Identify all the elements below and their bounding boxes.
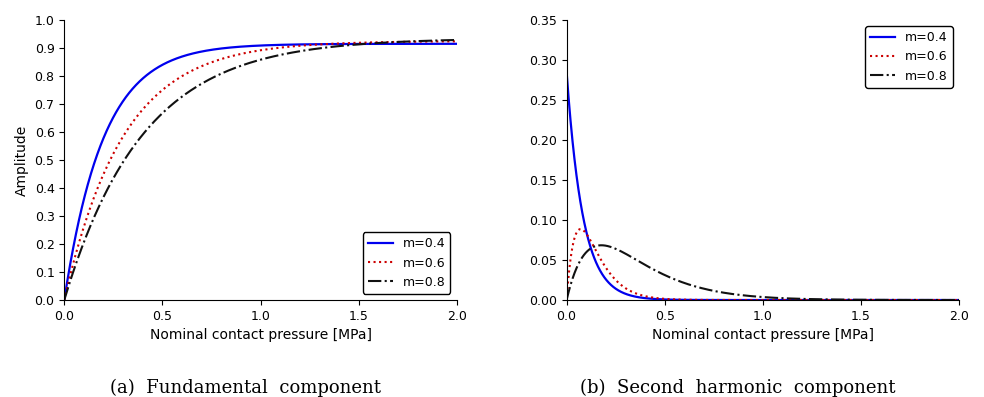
Text: (a)  Fundamental  component: (a) Fundamental component <box>110 379 382 397</box>
X-axis label: Nominal contact pressure [MPa]: Nominal contact pressure [MPa] <box>150 328 372 342</box>
X-axis label: Nominal contact pressure [MPa]: Nominal contact pressure [MPa] <box>651 328 874 342</box>
Legend: m=0.4, m=0.6, m=0.8: m=0.4, m=0.6, m=0.8 <box>363 232 451 294</box>
Legend: m=0.4, m=0.6, m=0.8: m=0.4, m=0.6, m=0.8 <box>865 26 953 88</box>
Y-axis label: Amplitude: Amplitude <box>15 124 29 196</box>
Text: (b)  Second  harmonic  component: (b) Second harmonic component <box>581 379 895 397</box>
